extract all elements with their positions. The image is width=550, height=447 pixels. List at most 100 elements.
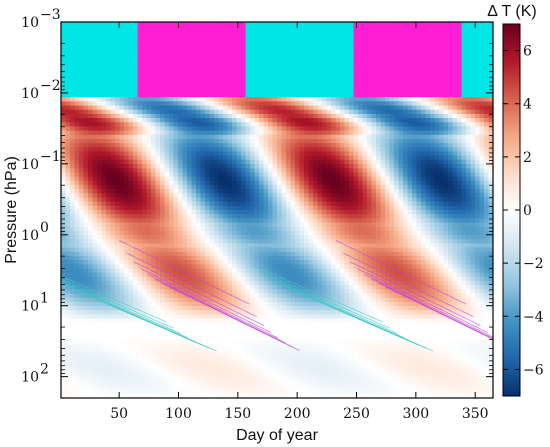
heat-cell: [250, 164, 256, 169]
heat-cell: [101, 189, 107, 194]
heat-cell: [389, 180, 395, 186]
heat-cell: [340, 155, 346, 161]
heat-cell: [281, 101, 287, 107]
heat-cell: [344, 88, 350, 94]
heat-cell: [439, 97, 445, 102]
heat-cell: [142, 26, 148, 31]
heat-cell: [142, 226, 148, 232]
heat-cell: [479, 51, 485, 57]
heat-cell: [340, 55, 346, 61]
heat-cell: [133, 59, 139, 65]
heat-cell: [281, 26, 287, 31]
heat-cell: [133, 101, 139, 107]
heat-cell: [124, 218, 130, 224]
heat-cell: [299, 210, 305, 215]
heat-cell: [358, 184, 364, 190]
heat-cell: [245, 105, 251, 111]
heat-cell: [452, 138, 458, 144]
heat-cell: [376, 155, 382, 161]
heat-cell: [155, 164, 161, 169]
heat-cell: [416, 38, 422, 44]
heat-cell: [452, 72, 458, 77]
heat-cell: [272, 63, 278, 69]
heat-cell: [232, 151, 238, 157]
heat-cell: [101, 164, 107, 169]
heat-cell: [466, 214, 472, 219]
heat-cell: [421, 93, 427, 98]
heat-cell: [304, 189, 310, 194]
heat-cell: [475, 63, 481, 69]
heat-cell: [187, 80, 193, 86]
heat-cell: [407, 88, 413, 94]
heat-cell: [439, 226, 445, 232]
heat-cell: [83, 67, 89, 73]
heat-cell: [178, 155, 184, 161]
heat-cell: [61, 97, 67, 102]
heat-cell: [128, 230, 134, 236]
heat-cell: [281, 84, 287, 90]
heat-cell: [245, 42, 251, 48]
heat-cell: [250, 197, 256, 203]
heat-cell: [403, 84, 409, 90]
heat-cell: [313, 122, 319, 128]
heat-cell: [232, 55, 238, 61]
heat-cell: [488, 218, 493, 224]
heat-cell: [106, 76, 112, 82]
heat-cell: [434, 63, 440, 69]
heat-cell: [371, 218, 377, 224]
heat-cell: [142, 126, 148, 132]
heat-cell: [173, 105, 179, 111]
heat-cell: [385, 184, 391, 190]
heat-cell: [137, 97, 143, 102]
heat-cell: [106, 226, 112, 232]
heat-cell: [70, 76, 76, 82]
heat-cell: [331, 26, 337, 31]
heat-cell: [425, 226, 431, 232]
heat-cell: [164, 72, 170, 77]
heat-cell: [380, 93, 386, 98]
heat-cell: [452, 134, 458, 140]
heat-cell: [277, 72, 283, 77]
heat-cell: [236, 235, 242, 240]
heat-cell: [97, 26, 103, 31]
heat-cell: [331, 197, 337, 203]
heat-cell: [317, 30, 323, 36]
heat-cell: [236, 30, 242, 36]
heat-cell: [461, 201, 467, 207]
heat-cell: [182, 93, 188, 98]
heat-cell: [245, 155, 251, 161]
heat-cell: [349, 134, 355, 140]
heat-cell: [196, 235, 202, 240]
heat-cell: [488, 113, 493, 119]
heat-cell: [403, 42, 409, 48]
heat-cell: [326, 26, 332, 31]
heat-cell: [182, 184, 188, 190]
heat-cell: [205, 143, 211, 148]
heat-cell: [142, 76, 148, 82]
heat-cell: [110, 126, 116, 132]
heat-cell: [205, 93, 211, 98]
heat-cell: [389, 26, 395, 31]
heat-cell: [259, 109, 265, 115]
heat-cell: [146, 126, 152, 132]
heat-cell: [241, 193, 247, 199]
heat-cell: [151, 210, 157, 215]
heat-cell: [187, 189, 193, 194]
heat-cell: [380, 176, 386, 182]
heat-cell: [488, 67, 493, 73]
heat-cell: [385, 130, 391, 136]
heat-cell: [421, 159, 427, 165]
heat-cell: [128, 47, 134, 52]
heat-cell: [286, 72, 292, 77]
heat-cell: [272, 38, 278, 44]
heat-cell: [214, 105, 220, 111]
heat-cell: [326, 159, 332, 165]
heat-cell: [430, 143, 436, 148]
heat-cell: [119, 235, 125, 240]
heat-cell: [484, 159, 490, 165]
heat-cell: [218, 155, 224, 161]
heat-cell: [115, 55, 121, 61]
heat-cell: [308, 47, 314, 52]
heat-cell: [308, 130, 314, 136]
heat-cell: [340, 226, 346, 232]
